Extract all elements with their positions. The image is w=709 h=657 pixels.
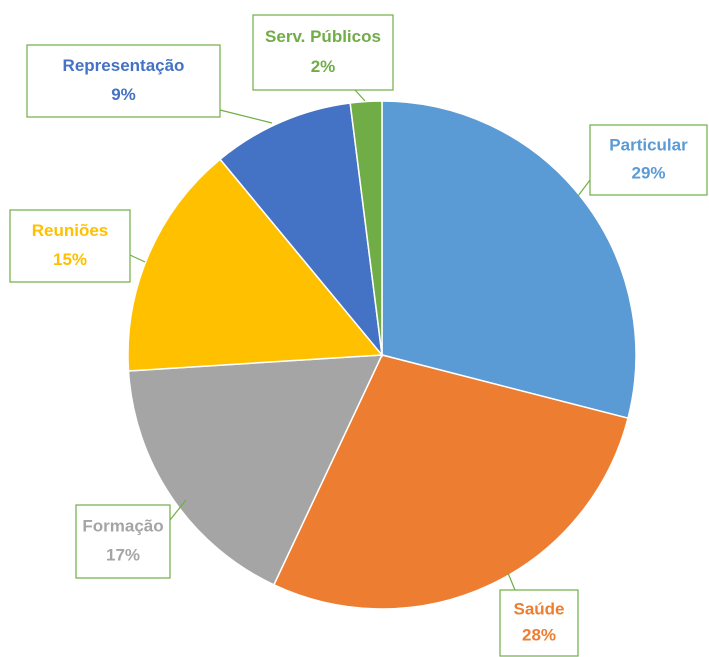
slice-label: Reuniões <box>32 221 109 240</box>
callout-box <box>9 209 131 283</box>
pie-slice <box>272 354 629 610</box>
callout-pointer <box>129 254 146 263</box>
callout-pointer <box>577 179 591 197</box>
slice-label: Saúde <box>513 599 564 618</box>
slice-value-label: 28% <box>522 626 556 645</box>
pie-slice <box>127 158 384 372</box>
slice-label: Serv. Públicos <box>265 27 381 46</box>
slice-value-label: 15% <box>53 250 87 269</box>
callout-box <box>26 44 221 118</box>
slice-label: Formação <box>82 516 163 535</box>
callout-pointer <box>219 109 273 124</box>
slice-value-label: 17% <box>106 546 140 565</box>
callout-pointer <box>507 572 516 591</box>
callout-pointer <box>169 499 187 521</box>
slice-label: Representação <box>63 56 185 75</box>
pie-slice <box>349 100 383 356</box>
callout-box <box>589 124 708 196</box>
slice-value-label: 2% <box>311 57 336 76</box>
callout-box <box>252 14 394 91</box>
callout-pointer <box>354 89 366 102</box>
pie-slice <box>219 102 384 358</box>
callout-box <box>75 504 171 579</box>
slice-label: Particular <box>609 135 688 154</box>
callout-box <box>499 589 579 657</box>
slice-value-label: 9% <box>111 85 136 104</box>
pie-slice <box>381 100 637 420</box>
pie-slice <box>127 354 384 586</box>
slice-value-label: 29% <box>631 163 665 182</box>
